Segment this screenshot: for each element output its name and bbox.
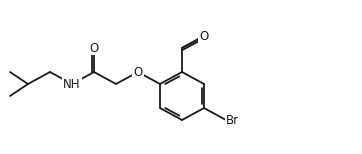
Text: NH: NH — [63, 77, 81, 91]
Text: O: O — [89, 41, 98, 55]
Text: O: O — [199, 30, 209, 43]
Text: O: O — [133, 65, 143, 79]
Text: Br: Br — [226, 113, 239, 126]
